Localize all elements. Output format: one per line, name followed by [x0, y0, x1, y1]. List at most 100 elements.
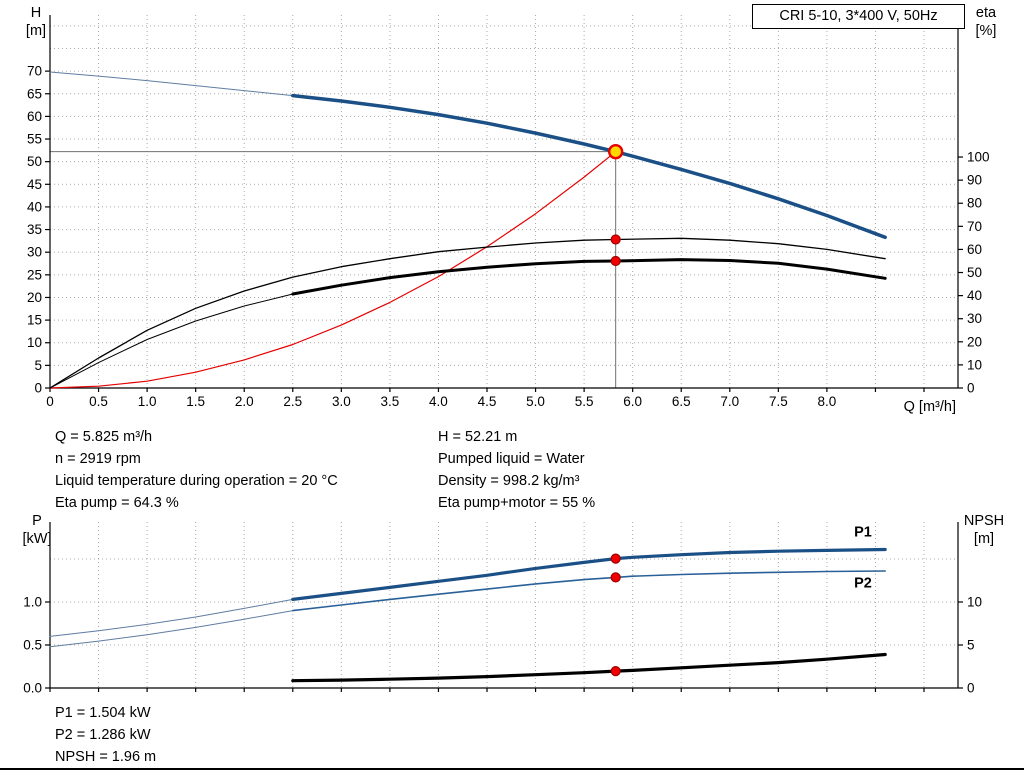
qh-curve — [291, 93, 887, 240]
left-tick-label: 35 — [27, 222, 42, 237]
left-tick-label: 5 — [34, 358, 42, 373]
npsh-axis-header: NPSH [m] — [954, 512, 1014, 548]
eta-pump-motor-text: Eta pump+motor = 55 % — [438, 495, 596, 511]
left-tick-label: 0.0 — [23, 681, 42, 696]
eta-pump-motor-duty-dot — [610, 255, 621, 267]
right-tick-label: 0 — [967, 681, 975, 696]
left-tick-label: 55 — [27, 132, 42, 147]
x-tick-label: 0 — [46, 394, 54, 409]
right-tick-label: 30 — [967, 311, 982, 326]
left-tick-label: 20 — [27, 290, 42, 305]
eta-axis-header: eta [%] — [962, 4, 1010, 40]
x-tick-label: 7.0 — [720, 394, 739, 409]
left-tick-label: 70 — [27, 64, 42, 79]
right-tick-label: 5 — [967, 637, 975, 652]
x-tick-label: 3.5 — [381, 394, 400, 409]
x-tick-label: 6.5 — [672, 394, 691, 409]
p2-curve — [292, 570, 886, 612]
system-curve — [49, 151, 617, 389]
x-tick-label: 7.5 — [769, 394, 788, 409]
p-axis-name: P — [32, 513, 42, 529]
duty-info-right: H = 52.21 m Pumped liquid = Water Densit… — [438, 426, 595, 514]
left-tick-label: 0.5 — [23, 637, 42, 652]
eta-axis-name: eta — [975, 5, 997, 21]
head-value-text: H = 52.21 m — [438, 429, 518, 445]
power-chart: 0.0 0.5 1.0 0 5 10 P1 P2 — [23, 522, 982, 696]
p1-curve — [291, 547, 887, 601]
npsh-duty-dot — [610, 666, 621, 677]
npsh-axis-unit: [m] — [973, 531, 995, 547]
series-label-p2: P2 — [854, 575, 872, 591]
eta-pump-duty-dot — [610, 234, 621, 245]
right-tick-label: 70 — [967, 219, 982, 234]
h-axis-header: H [m] — [14, 4, 58, 40]
eta-axis-unit: [%] — [975, 23, 997, 39]
npsh-value-text: NPSH = 1.96 m — [55, 749, 157, 765]
density-text: Density = 998.2 kg/m³ — [438, 473, 580, 489]
p1-duty-dot — [610, 553, 621, 564]
right-tick-label: 20 — [967, 334, 982, 349]
left-tick-label: 25 — [27, 267, 42, 282]
p-axis-header: P [kW] — [14, 512, 60, 548]
npsh-curve — [291, 652, 887, 683]
left-tick-label: 1.0 — [23, 594, 42, 609]
x-tick-label: 6.0 — [623, 394, 642, 409]
h-axis-unit: [m] — [25, 23, 47, 39]
x-tick-label: 2.0 — [235, 394, 254, 409]
series-label-p1: P1 — [854, 525, 872, 541]
left-tick-label: 50 — [27, 154, 42, 169]
right-tick-label: 90 — [967, 173, 982, 188]
p2-curve-extension — [49, 610, 294, 648]
liquid-temperature-text: Liquid temperature during operation = 20… — [55, 473, 338, 489]
right-tick-label: 60 — [967, 242, 982, 257]
p2-duty-dot — [610, 572, 621, 583]
x-tick-label: 0.5 — [89, 394, 108, 409]
right-tick-label: 80 — [967, 196, 982, 211]
p1-value-text: P1 = 1.504 kW — [55, 705, 151, 721]
flow-value-text: Q = 5.825 m³/h — [55, 429, 153, 445]
eta-pump-motor-curve — [291, 258, 887, 296]
right-tick-label: 100 — [967, 150, 990, 165]
h-axis-name: H — [30, 5, 42, 21]
eta-pump-curve — [49, 237, 886, 389]
x-tick-label: 3.0 — [332, 394, 351, 409]
right-tick-label: 0 — [967, 381, 975, 396]
p-axis-unit: [kW] — [22, 531, 52, 547]
x-tick-label: 5.5 — [575, 394, 594, 409]
right-tick-label: 40 — [967, 288, 982, 303]
duty-point-marker[interactable] — [607, 143, 624, 160]
x-tick-label: 2.5 — [283, 394, 302, 409]
left-tick-label: 0 — [34, 381, 42, 396]
right-tick-label: 10 — [967, 594, 982, 609]
x-tick-label: 1.5 — [186, 394, 205, 409]
x-tick-label: 8.0 — [818, 394, 837, 409]
right-tick-label: 10 — [967, 357, 982, 372]
left-tick-label: 60 — [27, 109, 42, 124]
left-tick-label: 15 — [27, 313, 42, 328]
right-tick-label: 50 — [967, 265, 982, 280]
pumped-liquid-text: Pumped liquid = Water — [438, 451, 585, 467]
qh-curve-extension — [49, 71, 294, 97]
left-tick-label: 30 — [27, 245, 42, 260]
p1-curve-extension — [49, 598, 294, 637]
left-tick-label: 10 — [27, 335, 42, 350]
qh-chart: 0 0.5 1.0 1.5 2.0 2.5 3.0 3.5 4.0 4.5 5.0 5.5 6.0 6.5… — [27, 15, 990, 409]
q-axis-label: Q [m³/h] — [903, 399, 956, 415]
speed-value-text: n = 2919 rpm — [55, 451, 141, 467]
npsh-axis-name: NPSH — [963, 513, 1005, 529]
pump-title-box: CRI 5-10, 3*400 V, 50Hz — [752, 4, 965, 29]
x-tick-label: 1.0 — [138, 394, 157, 409]
x-tick-label: 4.5 — [478, 394, 497, 409]
duty-info-left: Q = 5.825 m³/h n = 2919 rpm Liquid tempe… — [55, 426, 338, 514]
eta-pump-text: Eta pump = 64.3 % — [55, 495, 179, 511]
x-tick-label: 4.0 — [429, 394, 448, 409]
power-info: P1 = 1.504 kW P2 = 1.286 kW NPSH = 1.96 … — [55, 702, 156, 768]
left-tick-label: 40 — [27, 199, 42, 214]
left-tick-label: 65 — [27, 86, 42, 101]
eta-pump-motor-extension — [49, 293, 294, 389]
bottom-divider — [0, 768, 1024, 770]
pump-title: CRI 5-10, 3*400 V, 50Hz — [779, 8, 938, 24]
left-tick-label: 45 — [27, 177, 42, 192]
p2-value-text: P2 = 1.286 kW — [55, 727, 151, 743]
